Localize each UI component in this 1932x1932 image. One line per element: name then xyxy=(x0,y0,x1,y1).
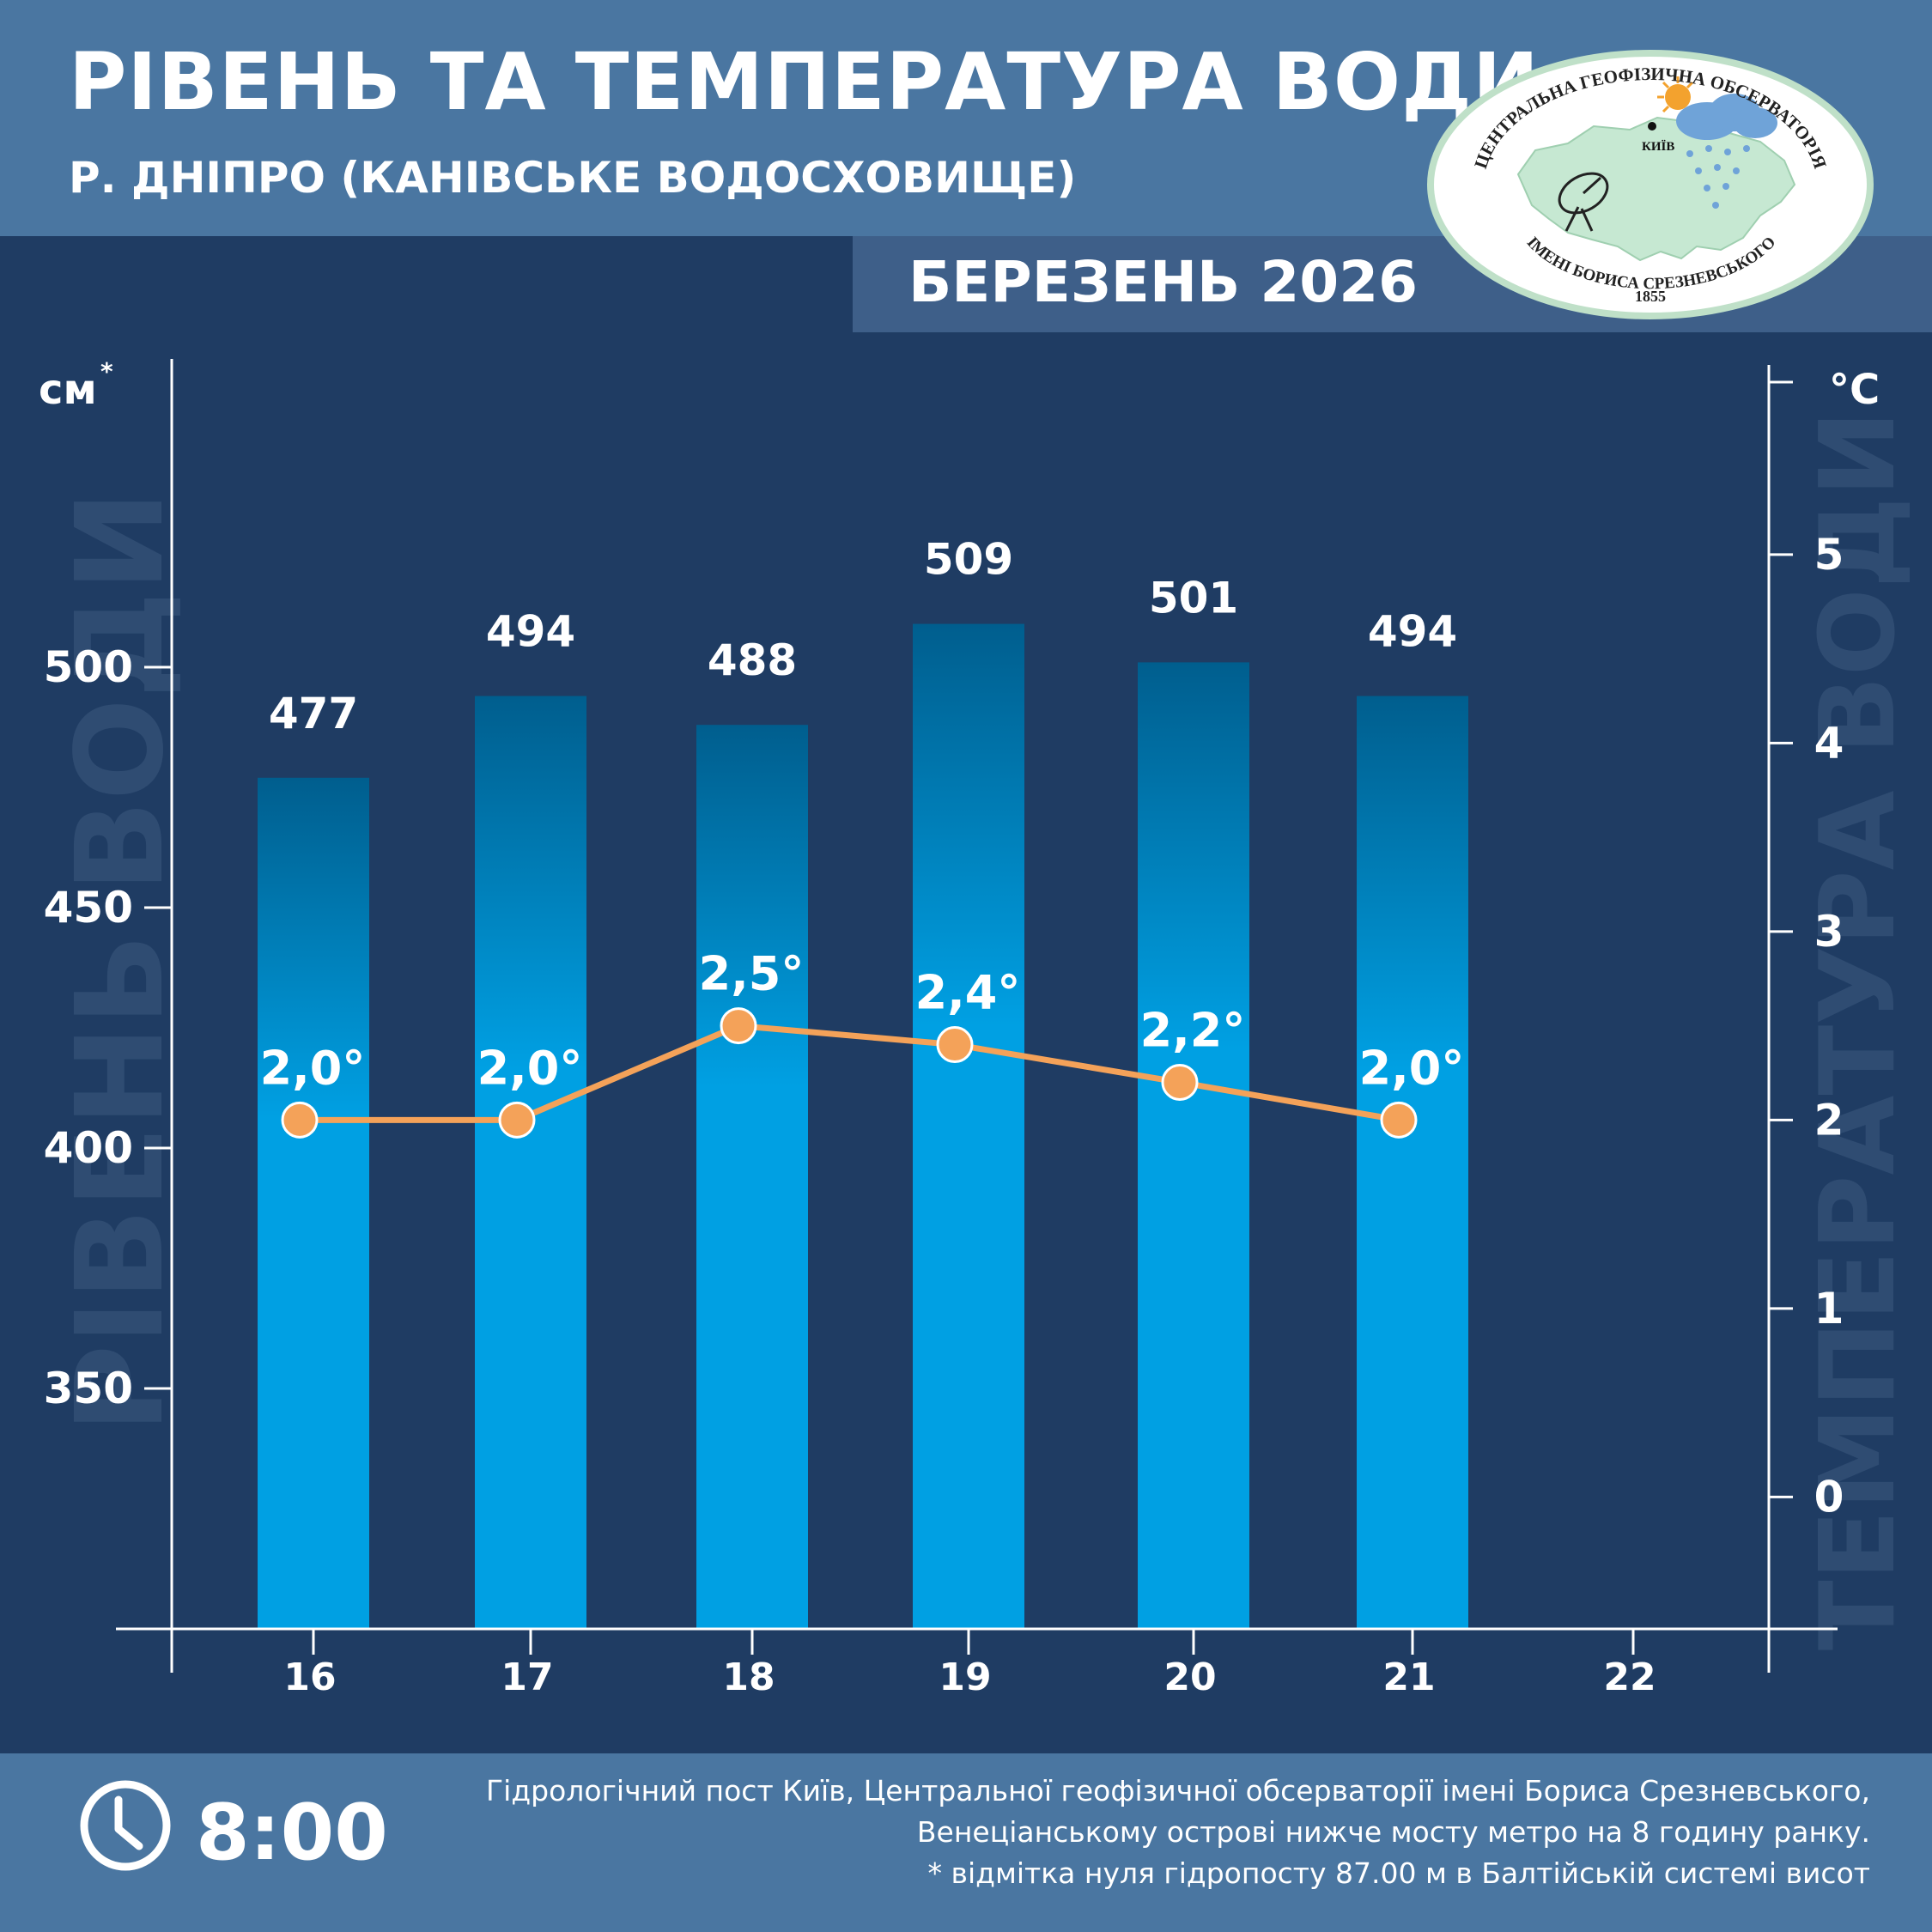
logo-year: 1855 xyxy=(1635,288,1666,305)
right-tick-label-4: 4 xyxy=(1814,718,1844,768)
sun-icon xyxy=(1657,76,1694,113)
footer-band xyxy=(0,1753,1932,1932)
observatory-logo: КИЇВ ЦЕНТРАЛЬНА ГЕОФІЗИЧНА ОБСЕРВАТОРІЯ … xyxy=(1427,50,1874,319)
temperature-label-20: 2,2° xyxy=(1140,1003,1246,1057)
footer-note-2: Венеціанському острові нижче мосту метро… xyxy=(916,1815,1870,1849)
left-tick-label-500: 500 xyxy=(44,642,133,692)
left-tick-label-400: 400 xyxy=(44,1123,133,1173)
level-bar-21 xyxy=(1357,696,1468,1629)
temperature-point-16 xyxy=(281,1101,319,1139)
level-bar-19 xyxy=(913,623,1024,1629)
x-tick-label-16: 16 xyxy=(283,1656,336,1699)
kyiv-marker-icon xyxy=(1648,122,1656,131)
page-title: РІВЕНЬ ТА ТЕМПЕРАТУРА ВОДИ xyxy=(69,36,1540,128)
left-tick-label-350: 350 xyxy=(44,1364,133,1413)
right-axis-unit: °C xyxy=(1829,366,1880,414)
page-subtitle: Р. ДНІПРО (КАНІВСЬКЕ ВОДОСХОВИЩЕ) xyxy=(69,153,1077,203)
level-label-18: 488 xyxy=(708,635,797,685)
right-tick-label-3: 3 xyxy=(1814,907,1844,957)
temperature-point-21 xyxy=(1380,1101,1418,1139)
left-axis-unit-mark: * xyxy=(100,357,113,386)
level-label-19: 509 xyxy=(924,535,1013,585)
logo-city: КИЇВ xyxy=(1642,140,1674,154)
right-tick-label-1: 1 xyxy=(1814,1284,1844,1334)
level-label-21: 494 xyxy=(1368,607,1457,657)
x-tick-label-17: 17 xyxy=(501,1656,553,1699)
temperature-point-19 xyxy=(936,1026,974,1064)
x-tick-label-18: 18 xyxy=(722,1656,775,1699)
clock-icon xyxy=(80,1780,171,1871)
right-tick-label-5: 5 xyxy=(1814,530,1844,580)
level-label-20: 501 xyxy=(1149,573,1238,623)
satellite-dish-icon xyxy=(1558,172,1609,232)
temperature-line xyxy=(300,1023,1400,1123)
x-tick-label-19: 19 xyxy=(939,1656,991,1699)
x-tick-label-21: 21 xyxy=(1382,1656,1435,1699)
right-axis-title: ТЕМПЕРАТУРА ВОДИ xyxy=(1799,410,1918,1650)
temperature-point-18 xyxy=(720,1007,757,1045)
temperature-label-21: 2,0° xyxy=(1359,1041,1465,1095)
footer-note-3: * відмітка нуля гідропосту 87.00 м в Бал… xyxy=(927,1856,1870,1890)
right-tick-label-2: 2 xyxy=(1814,1095,1844,1145)
level-label-17: 494 xyxy=(486,607,575,657)
x-tick-label-22: 22 xyxy=(1603,1656,1656,1699)
month-label: БЕРЕЗЕНЬ 2026 xyxy=(908,249,1419,315)
level-label-16: 477 xyxy=(269,689,358,738)
left-tick-label-450: 450 xyxy=(44,883,133,933)
temperature-label-18: 2,5° xyxy=(699,947,805,1001)
chart: РІВЕНЬ ВОДИ ТЕМПЕРАТУРА ВОДИ 477 494 488 509 5… xyxy=(39,357,1918,1699)
level-bar-16 xyxy=(258,777,369,1629)
observation-time: 8:00 xyxy=(196,1788,388,1878)
temperature-label-16: 2,0° xyxy=(260,1041,366,1095)
temperature-point-20 xyxy=(1161,1063,1199,1101)
right-tick-label-0: 0 xyxy=(1814,1472,1844,1522)
left-axis-unit: см xyxy=(39,366,97,414)
footer-note-1: Гідрологічний пост Київ, Центральної гео… xyxy=(486,1774,1870,1807)
level-bar-18 xyxy=(696,725,808,1630)
temperature-label-17: 2,0° xyxy=(477,1041,583,1095)
temperature-label-19: 2,4° xyxy=(915,966,1021,1020)
left-axis-title: РІВЕНЬ ВОДИ xyxy=(51,490,191,1432)
x-tick-label-20: 20 xyxy=(1163,1656,1216,1699)
temperature-point-17 xyxy=(498,1101,536,1139)
level-bar-20 xyxy=(1138,662,1249,1629)
rain-cloud-icon xyxy=(1676,94,1777,209)
level-bar-17 xyxy=(475,696,586,1629)
